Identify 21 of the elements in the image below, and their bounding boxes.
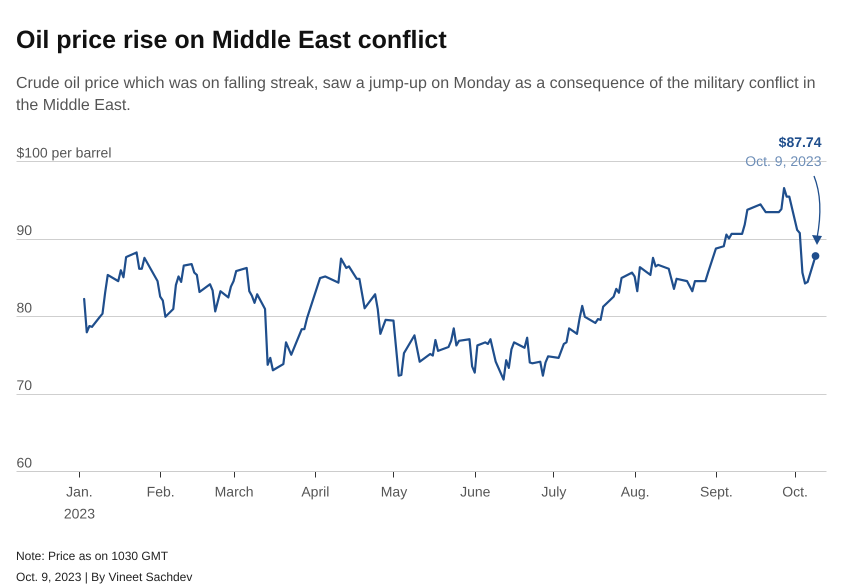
x-tick-label: May xyxy=(380,484,408,500)
x-tick-label: Feb. xyxy=(146,484,175,500)
x-tick-label: July xyxy=(541,484,566,500)
annotation: Oct. 9, 2023 xyxy=(745,153,822,170)
y-tick-label: $100 per barrel xyxy=(16,144,112,160)
y-tick-label: 70 xyxy=(16,377,32,393)
x-tick-label: Jan. 2023 xyxy=(64,484,96,522)
text: Oct. 9, 2023 | By Vineet Sachdev xyxy=(16,569,192,586)
y-tick-label: 60 xyxy=(16,454,32,470)
chart-subtitle: Crude oil price which was on falling streak, saw a jump-up on Monday as a consequence of the military conflict in the Middle East. xyxy=(16,74,817,116)
y-tick-label: 90 xyxy=(16,222,32,238)
text: Note: Price as on 1030 GMT xyxy=(16,548,170,565)
x-tick-label: June xyxy=(460,484,491,500)
x-tick-label: Oct. xyxy=(782,484,808,500)
x-tick-label: Aug. xyxy=(620,484,650,500)
x-tick-label: April xyxy=(301,484,330,500)
y-tick-label: 80 xyxy=(16,300,32,316)
x-tick-label: Sept. xyxy=(700,484,733,500)
x-tick-label: March xyxy=(214,484,254,500)
text: $87.74 xyxy=(778,134,822,150)
chart-title: Oil price rise on Middle East conflict xyxy=(16,26,447,55)
